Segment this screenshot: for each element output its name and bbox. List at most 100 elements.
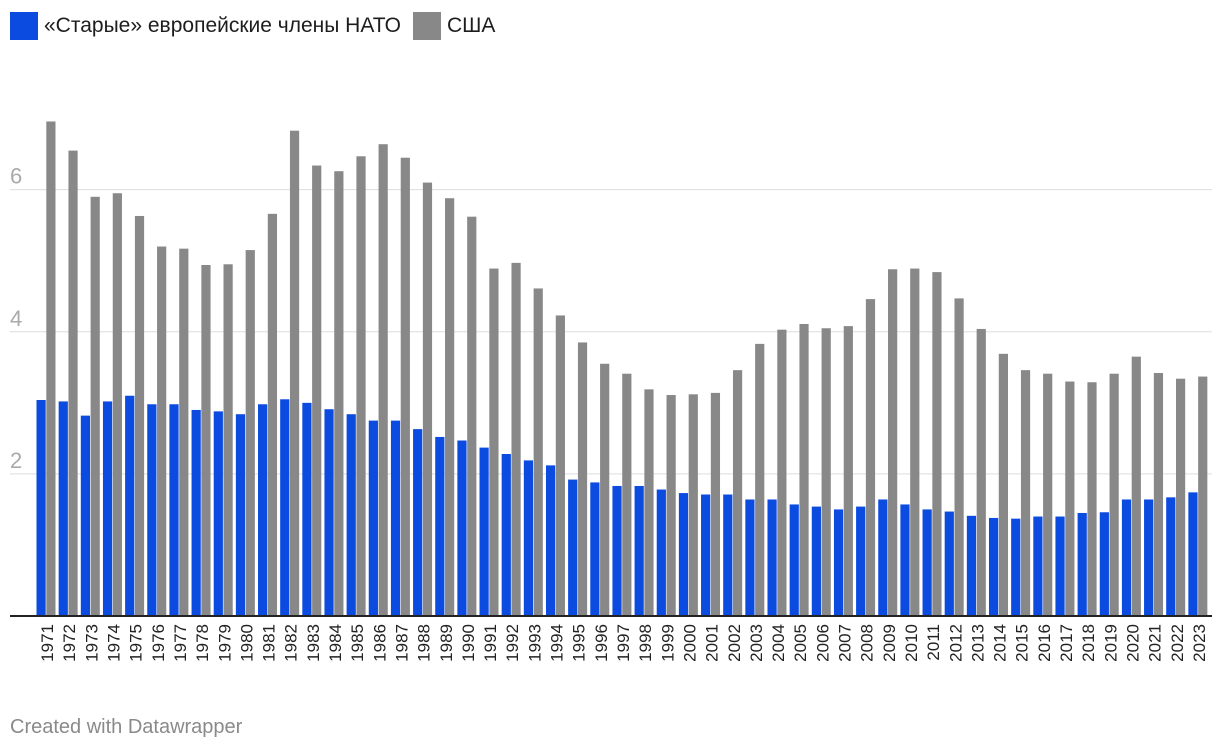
bar-usa — [422, 182, 433, 616]
bar-usa — [1198, 376, 1208, 616]
x-tick-label: 2011 — [924, 624, 943, 661]
bar-usa — [378, 144, 388, 617]
bar-old-nato — [900, 504, 910, 616]
x-tick-label: 2008 — [858, 624, 877, 662]
bar-usa — [489, 268, 499, 616]
x-tick-label: 2007 — [836, 624, 855, 662]
x-tick-label: 2018 — [1079, 624, 1098, 662]
bar-usa — [910, 268, 920, 616]
bar-old-nato — [856, 506, 866, 616]
legend-swatch-old-nato — [10, 12, 38, 40]
bar-old-nato — [1077, 512, 1087, 616]
bar-old-nato — [745, 499, 755, 616]
bar-old-nato — [966, 515, 977, 616]
bar-usa — [511, 262, 521, 616]
bar-usa — [356, 156, 366, 616]
bar-usa — [245, 250, 255, 616]
x-tick-label: 2003 — [747, 624, 766, 662]
bar-old-nato — [789, 504, 799, 616]
y-tick-label: 2 — [10, 448, 22, 473]
bar-old-nato — [479, 447, 489, 616]
bar-usa — [1131, 356, 1141, 616]
x-tick-label: 2001 — [703, 624, 722, 662]
x-tick-label: 1976 — [149, 624, 168, 662]
x-tick-label: 1999 — [658, 624, 677, 662]
x-tick-label: 2000 — [680, 624, 699, 662]
bar-usa — [134, 215, 145, 616]
y-tick-label: 6 — [10, 164, 22, 189]
bar-usa — [533, 288, 543, 616]
x-tick-label: 1992 — [503, 624, 522, 662]
bar-usa — [312, 165, 322, 617]
bar-old-nato — [169, 404, 179, 616]
bar-old-nato — [656, 489, 666, 616]
bar-usa — [1175, 378, 1186, 616]
x-tick-label: 2020 — [1123, 624, 1142, 662]
x-tick-label: 2015 — [1013, 624, 1032, 662]
x-tick-label: 2004 — [769, 624, 788, 662]
bar-usa — [843, 326, 853, 616]
bar-usa — [201, 265, 211, 616]
bar-usa — [467, 216, 477, 616]
bar-old-nato — [302, 402, 312, 616]
bar-usa — [865, 299, 876, 616]
x-tick-label: 2016 — [1035, 624, 1054, 662]
bar-old-nato — [922, 509, 932, 616]
bar-old-nato — [125, 395, 135, 616]
bar-usa — [577, 342, 588, 616]
bar-old-nato — [457, 440, 467, 616]
bar-usa — [289, 130, 300, 617]
bar-usa — [179, 248, 189, 616]
bar-usa — [1087, 382, 1097, 616]
bar-usa — [732, 370, 743, 616]
x-tick-label: 1972 — [60, 624, 79, 662]
x-tick-label: 1997 — [614, 624, 633, 662]
legend: «Старые» европейские члены НАТО США — [10, 12, 495, 40]
x-tick-label: 1982 — [282, 624, 301, 662]
x-tick-label: 1987 — [392, 624, 411, 662]
x-tick-label: 1995 — [570, 624, 589, 662]
bar-usa — [976, 328, 986, 616]
x-tick-label: 2017 — [1057, 624, 1076, 662]
x-tick-label: 2006 — [813, 624, 832, 662]
bar-usa — [821, 328, 831, 616]
bar-usa — [622, 373, 632, 616]
x-tick-label: 1988 — [415, 624, 434, 662]
bar-usa — [799, 323, 809, 616]
bar-usa — [954, 298, 964, 616]
x-tick-label: 1981 — [260, 624, 279, 662]
x-tick-label: 2005 — [791, 624, 810, 662]
bar-old-nato — [523, 460, 534, 616]
bar-old-nato — [723, 494, 733, 616]
x-tick-label: 2021 — [1146, 624, 1165, 662]
x-tick-label: 1986 — [370, 624, 389, 662]
bar-usa — [666, 395, 676, 616]
x-tick-label: 1996 — [592, 624, 611, 662]
bar-old-nato — [280, 399, 290, 616]
x-tick-label: 1979 — [215, 624, 234, 662]
bar-usa — [334, 171, 344, 617]
legend-item-old-nato: «Старые» европейские члены НАТО — [10, 12, 401, 40]
bar-usa — [932, 272, 942, 616]
bar-old-nato — [413, 429, 423, 616]
x-tick-label: 2002 — [725, 624, 744, 662]
bar-usa — [267, 213, 278, 616]
x-tick-label: 1993 — [525, 624, 544, 662]
bar-old-nato — [102, 401, 113, 616]
bar-old-nato — [701, 494, 711, 616]
bar-old-nato — [213, 411, 223, 616]
x-tick-label: 1985 — [348, 624, 367, 662]
x-tick-label: 2009 — [880, 624, 899, 662]
x-tick-label: 1991 — [481, 624, 500, 662]
bar-old-nato — [612, 485, 622, 616]
bar-old-nato — [324, 409, 334, 616]
bar-old-nato — [944, 511, 954, 616]
bar-usa — [68, 150, 78, 616]
x-tick-label: 2013 — [968, 624, 987, 662]
bar-old-nato — [1033, 516, 1043, 616]
bar-usa — [1043, 373, 1053, 616]
bar-usa — [1153, 373, 1164, 616]
bar-old-nato — [988, 517, 999, 616]
x-tick-label: 2012 — [946, 624, 965, 662]
bar-old-nato — [191, 409, 201, 616]
